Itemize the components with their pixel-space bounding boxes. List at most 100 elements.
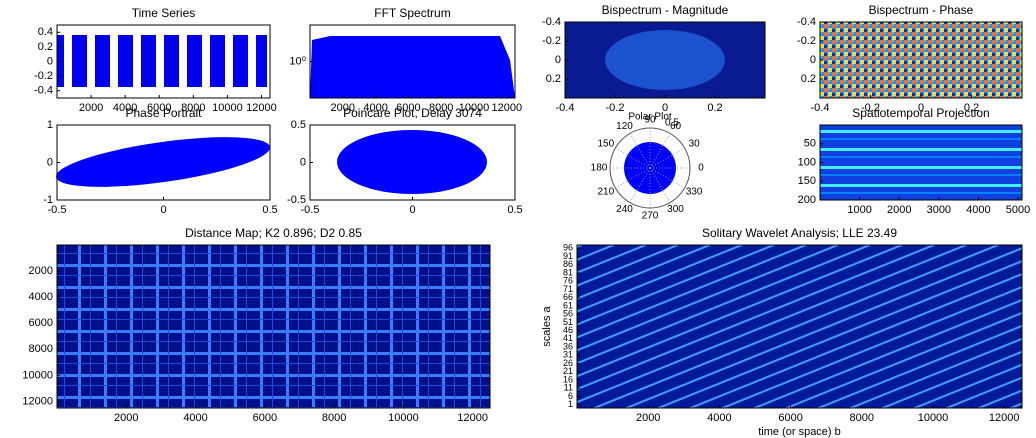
angle-tick [629,133,651,169]
x-tick-label: -0.2 [861,102,880,114]
y-tick-label: 96 [563,243,573,253]
y-tick-label: 36 [563,341,573,351]
x-tick-label: 8000 [322,412,346,424]
chart-title: Solitary Wavelet Analysis; LLE 23.49 [702,226,897,240]
x-tick-label: 10000 [459,102,490,114]
x-tick-label: 4000 [183,412,207,424]
y-tick-label: 2000 [29,265,53,277]
x-tick-label: 10000 [212,102,243,114]
y-tick-label: -0.2 [34,70,53,82]
x-tick-label: 8000 [850,412,874,424]
x-tick-label: 6000 [778,412,802,424]
x-tick-label: 0.5 [507,204,522,216]
x-tick-label: -0.5 [301,204,320,216]
x-tick-label: 12000 [457,412,488,424]
chart-title: Spatiotemporal Projection [852,106,989,120]
y-tick-label: 200 [798,194,816,206]
y-tick-label: 46 [563,325,573,335]
x-tick-label: 12000 [492,102,523,114]
angle-label: 30 [689,139,701,150]
y-tick-label: 12000 [22,395,53,407]
x-tick-label: 2000 [636,412,660,424]
y-tick-label: 71 [563,284,573,294]
x-tick-label: 10000 [918,412,949,424]
angle-tick [649,167,685,189]
chart-title: Polar Plot [628,112,672,123]
y-tick-label: 11 [564,383,573,393]
x-tick-label: 0.2 [964,102,979,114]
chart-title: Poincare Plot, Delay 3074 [343,106,482,120]
x-tick-label: 2000 [114,412,138,424]
y-tick-label: -0.5 [287,194,306,206]
axes-box [576,244,1023,409]
x-tick-label: 2000 [887,204,911,216]
y-tick-label: 56 [563,309,573,319]
angle-label: 270 [642,211,659,222]
y-tick-label: 0 [810,54,816,66]
y-tick-label: 0.4 [38,26,53,38]
x-tick-label: 0 [918,102,924,114]
y-tick-label: 0.2 [546,73,561,85]
angle-tick [615,147,651,169]
angle-tick [615,167,651,189]
y-tick-label: 1 [568,399,573,409]
angle-label: 0 [698,163,704,174]
angle-tick [649,147,685,169]
chart-title: Phase Portrait [125,106,202,120]
y-tick-label: 51 [563,317,573,327]
y-tick-label: 50 [804,138,816,150]
angle-label: 120 [616,121,633,132]
y-tick-label: 1 [47,119,53,131]
x-tick-label: 4000 [113,102,137,114]
y-tick-label: 10000 [22,369,53,381]
x-tick-label: 0.2 [707,102,722,114]
chart-title: Bispectrum - Magnitude [602,3,729,17]
y-tick-label: 6000 [29,317,53,329]
y-tick-label: 4000 [29,291,53,303]
x-tick-label: 2000 [79,102,103,114]
y-tick-label: 0 [47,156,53,168]
x-tick-label: 4000 [966,204,990,216]
x-tick-label: 12000 [989,412,1020,424]
angle-label: 60 [670,121,682,132]
r-tick-label: 0.5 [665,118,679,129]
x-tick-label: 4000 [363,102,387,114]
decor [56,22,1022,408]
y-tick-label: 100 [798,156,816,168]
y-tick-label: -0.2 [542,35,561,47]
y-tick-label: 0 [300,156,306,168]
x-tick-label: 0 [160,204,166,216]
y-tick-label: 91 [563,251,573,261]
y-tick-label: -0.4 [797,16,816,28]
angle-label: 240 [616,204,633,215]
y-tick-label: 86 [563,259,573,269]
x-tick-label: 4000 [707,412,731,424]
y-tick-label: 0.5 [291,119,306,131]
x-tick-label: 6000 [253,412,277,424]
y-axis-label: scales a [541,305,553,346]
y-tick-label: 76 [563,276,573,286]
x-tick-label: 8000 [181,102,205,114]
chart-title: FFT Spectrum [374,6,450,20]
y-tick-label: 150 [798,175,816,187]
y-tick-label: -0.2 [797,35,816,47]
angle-label: 180 [591,163,608,174]
x-tick-label: 10000 [388,412,419,424]
x-tick-label: 0 [662,102,668,114]
x-tick-label: 12000 [246,102,277,114]
y-tick-label: 26 [563,358,573,368]
axes-box [56,244,491,409]
y-tick-label: 8000 [29,343,53,355]
y-tick-label: 81 [563,267,573,277]
y-tick-label: 31 [563,350,573,360]
x-tick-label: -0.4 [811,102,830,114]
y-tick-label: 66 [563,292,573,302]
chart-title: Bispectrum - Phase [869,3,974,17]
x-tick-label: 5000 [1006,204,1030,216]
y-tick-label: 16 [563,374,573,384]
x-tick-label: 6000 [396,102,420,114]
angle-label: 150 [597,139,614,150]
y-tick-label: 0 [47,55,53,67]
